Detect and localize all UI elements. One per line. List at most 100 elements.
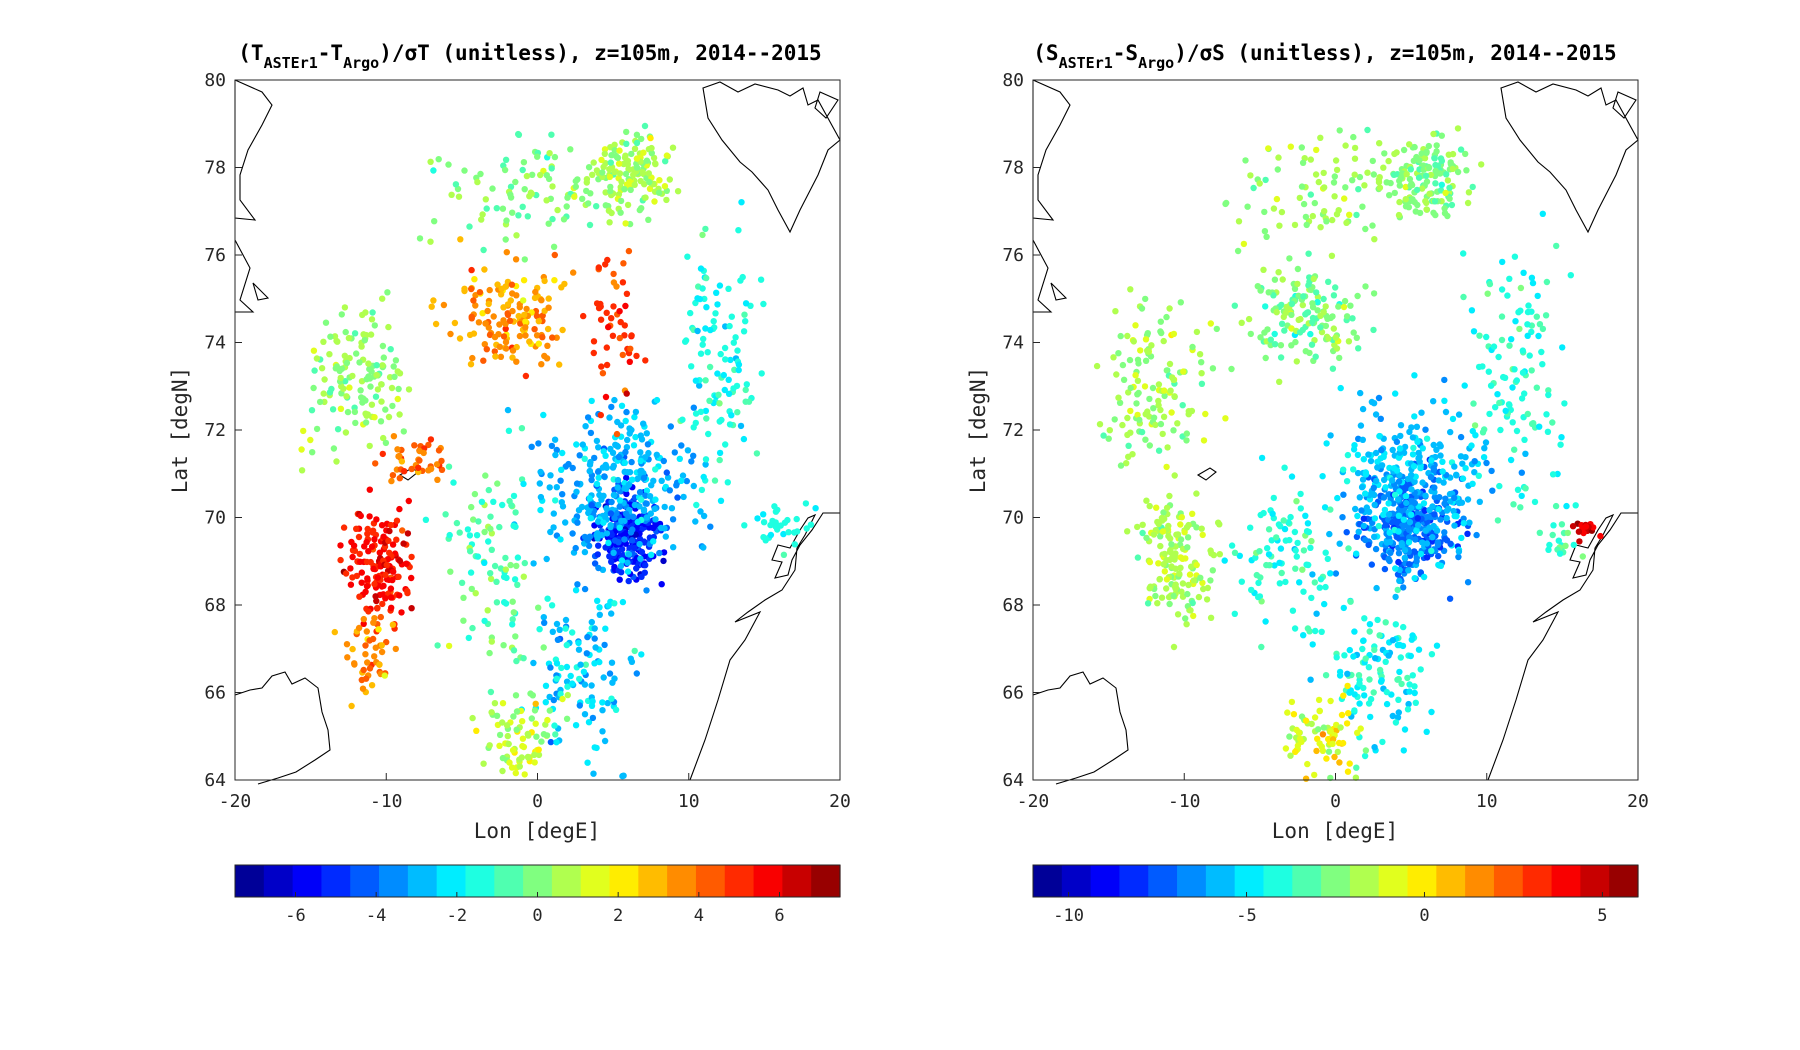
data-point <box>1261 228 1269 235</box>
data-point <box>558 499 565 506</box>
data-point <box>1378 677 1385 684</box>
data-point <box>599 699 606 706</box>
data-point <box>490 313 497 320</box>
data-point <box>1166 305 1173 312</box>
coast-greenland-mid <box>234 239 255 313</box>
data-point <box>376 549 383 556</box>
data-point <box>493 599 501 606</box>
data-point <box>1359 405 1367 413</box>
data-point <box>1351 707 1358 714</box>
data-point <box>702 325 709 332</box>
data-point <box>607 159 614 166</box>
data-point <box>1522 485 1529 492</box>
data-point <box>1275 269 1282 276</box>
data-point <box>509 747 517 754</box>
data-point <box>613 442 621 449</box>
data-point <box>1360 684 1367 692</box>
data-point <box>651 198 658 205</box>
data-point <box>1203 596 1211 603</box>
data-point <box>467 569 475 576</box>
data-point <box>1343 529 1350 536</box>
data-point <box>745 398 753 405</box>
data-point <box>1542 312 1550 319</box>
data-point <box>1495 353 1502 361</box>
data-point <box>1535 332 1542 340</box>
data-point <box>545 220 552 227</box>
data-point <box>737 422 745 430</box>
data-point <box>1441 397 1448 404</box>
data-point <box>703 304 710 311</box>
data-point <box>1390 465 1398 472</box>
data-point <box>1170 427 1177 434</box>
data-point <box>616 497 624 504</box>
data-point <box>1124 414 1131 422</box>
data-point <box>1185 581 1192 589</box>
data-point <box>1402 183 1409 191</box>
data-point <box>627 186 634 194</box>
data-point <box>560 216 568 223</box>
data-point <box>1155 397 1162 405</box>
data-point <box>1370 171 1378 178</box>
data-point <box>1198 370 1205 377</box>
data-point <box>1528 367 1535 374</box>
data-point <box>714 370 721 377</box>
data-point <box>481 617 488 625</box>
data-point <box>535 604 542 611</box>
data-point <box>1242 157 1249 164</box>
data-point <box>1247 172 1254 179</box>
data-point <box>505 427 513 434</box>
data-point <box>528 443 535 450</box>
data-point <box>1405 539 1413 546</box>
data-point <box>1371 646 1378 653</box>
right-x-axis-label: Lon [degE] <box>1272 819 1398 843</box>
data-point <box>627 529 635 536</box>
data-point <box>1431 155 1438 162</box>
data-point <box>528 715 535 722</box>
data-point <box>502 320 509 328</box>
data-point <box>461 287 468 295</box>
data-point <box>1372 411 1380 418</box>
data-point <box>1513 427 1521 435</box>
data-point <box>1288 698 1296 706</box>
data-point <box>589 714 597 722</box>
data-point <box>513 708 521 715</box>
data-point <box>1437 516 1444 523</box>
data-point <box>614 418 621 426</box>
data-point <box>1398 680 1405 688</box>
data-point <box>630 513 637 520</box>
data-point <box>334 338 341 345</box>
data-point <box>1390 500 1397 507</box>
data-point <box>1549 471 1557 478</box>
data-point <box>569 464 576 472</box>
data-point <box>1428 457 1435 464</box>
data-point <box>628 332 635 339</box>
data-point <box>537 171 544 179</box>
data-point <box>1132 372 1139 379</box>
data-point <box>395 453 402 460</box>
data-point <box>342 570 350 577</box>
data-point <box>374 386 382 393</box>
data-point <box>1389 519 1396 526</box>
data-point <box>599 728 606 735</box>
data-point <box>1435 561 1442 569</box>
data-point <box>601 473 608 480</box>
data-point <box>666 487 673 494</box>
data-point <box>1405 567 1412 574</box>
data-point <box>1582 523 1590 530</box>
data-point <box>513 232 520 239</box>
data-point <box>511 576 519 583</box>
data-point <box>1415 449 1422 457</box>
data-point <box>646 185 654 192</box>
colorbar-swatch <box>609 865 639 897</box>
data-point <box>647 134 654 142</box>
data-point <box>640 420 647 427</box>
data-point <box>522 318 529 325</box>
data-point <box>644 441 652 448</box>
data-point <box>1366 621 1374 628</box>
data-point <box>1351 691 1358 698</box>
data-point <box>1418 150 1425 157</box>
data-point <box>1446 195 1453 202</box>
data-point <box>1426 506 1433 514</box>
data-point <box>491 348 498 355</box>
data-point <box>735 366 742 374</box>
